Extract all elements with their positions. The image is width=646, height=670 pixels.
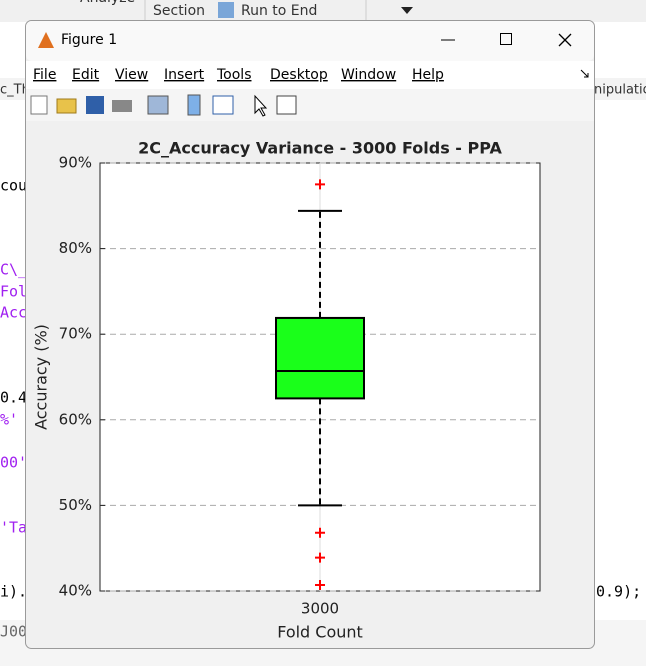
menu-item[interactable]: Desktop (270, 67, 328, 83)
outlier (315, 179, 325, 190)
x-tick-label: 3000 (301, 600, 339, 618)
code: 0.9); (596, 583, 641, 601)
tool-legend[interactable] (212, 95, 234, 115)
matlab-icon (38, 32, 54, 48)
tab: c_Th (0, 83, 30, 98)
tool-pointer[interactable] (254, 94, 268, 117)
x-axis-label: Fold Count (277, 623, 363, 642)
y-tick-label: 40% (59, 582, 92, 600)
outlier (315, 552, 325, 563)
window-title: Figure 1 (61, 32, 117, 48)
maximize-button[interactable] (500, 33, 512, 45)
menu-item[interactable]: File (33, 67, 56, 83)
menus: File Edit View Insert Tools Desktop Window Help (33, 67, 444, 83)
figure-toolbar (26, 89, 594, 121)
title-bar (26, 21, 594, 61)
chart-title: 2C_Accuracy Variance - 3000 Folds - PPA (138, 139, 502, 158)
tab: nipulatio (594, 83, 646, 98)
code: C\_ (0, 261, 28, 279)
run-icon (218, 2, 234, 18)
code: 00' (0, 454, 27, 472)
menu-bar (26, 61, 594, 89)
tool-colorbar[interactable] (187, 94, 201, 116)
outlier (315, 527, 325, 538)
code: i). (0, 583, 27, 601)
toolbar-label: Run to End (241, 3, 317, 19)
tool-print[interactable] (112, 100, 132, 112)
tool-open[interactable] (56, 98, 77, 114)
editor-toolbar (0, 0, 646, 22)
menu-item[interactable]: View (115, 67, 148, 83)
tool-link[interactable] (147, 95, 169, 115)
code: Fol (0, 283, 27, 301)
outlier (315, 580, 325, 591)
y-tick-label: 60% (59, 410, 92, 428)
tool-new[interactable] (30, 95, 48, 115)
y-tick-label: 70% (59, 325, 92, 343)
menu-item[interactable]: Edit (72, 67, 100, 83)
menu-item[interactable]: Tools (216, 67, 252, 83)
toolbar-label: Section (153, 3, 205, 19)
dock-arrow[interactable] (580, 69, 589, 78)
menu-item[interactable]: Help (412, 67, 444, 83)
y-tick-label: 50% (59, 496, 92, 514)
y-tick-label: 80% (59, 239, 92, 257)
code: Acc (0, 304, 27, 322)
tool-save[interactable] (86, 96, 104, 114)
close-button[interactable] (558, 33, 572, 47)
status: J00 (0, 623, 27, 641)
tool-property[interactable] (276, 95, 297, 115)
code: 'Ta (0, 519, 27, 537)
y-tick-label: 90% (59, 154, 92, 172)
code: 0.4 (0, 389, 27, 407)
menu-item[interactable]: Insert (164, 67, 205, 83)
menu-item[interactable]: Window (341, 67, 396, 83)
dropdown-arrow (401, 7, 413, 14)
y-axis-label: Accuracy (%) (32, 324, 51, 430)
code: %' (0, 411, 18, 429)
box (275, 316, 365, 400)
code-fragments: cou C\_ Fol Acc 0.4 %' 00' 'Ta i). (0, 177, 28, 601)
toolbar-label: Analyze (80, 0, 135, 6)
plot: 40% 50% 60% 70% 80% 90% 3000 (59, 154, 540, 618)
code: cou (0, 177, 27, 195)
